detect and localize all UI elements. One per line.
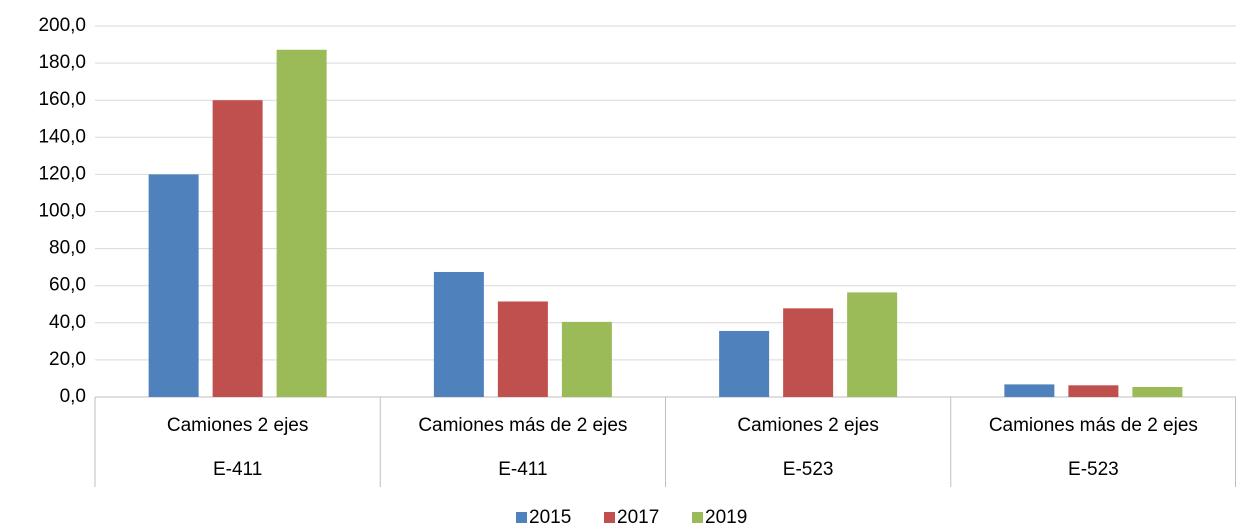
x-tick-label: Camiones 2 ejes bbox=[737, 415, 879, 436]
y-tick-label: 20,0 bbox=[49, 349, 86, 370]
y-tick-label: 200,0 bbox=[38, 15, 86, 36]
bar bbox=[719, 330, 770, 397]
x-group-label: E-523 bbox=[1068, 459, 1119, 480]
x-tick-label: Camiones 2 ejes bbox=[167, 415, 309, 436]
bar bbox=[783, 308, 834, 397]
legend-label: 2015 bbox=[529, 507, 571, 527]
y-tick-label: 180,0 bbox=[38, 52, 86, 73]
bar bbox=[1132, 386, 1183, 397]
bar bbox=[148, 174, 199, 397]
bar bbox=[561, 321, 612, 397]
x-group-label: E-411 bbox=[213, 459, 262, 480]
y-tick-label: 120,0 bbox=[38, 163, 86, 184]
bar bbox=[1068, 385, 1119, 397]
x-tick-label: Camiones más de 2 ejes bbox=[418, 415, 627, 436]
y-tick-label: 60,0 bbox=[49, 275, 86, 296]
legend-swatch bbox=[604, 512, 615, 523]
y-tick-label: 140,0 bbox=[38, 126, 86, 147]
x-group-label: E-411 bbox=[498, 459, 547, 480]
bar bbox=[433, 271, 484, 397]
bar bbox=[276, 49, 327, 398]
x-tick-label: Camiones más de 2 ejes bbox=[989, 415, 1198, 436]
y-tick-label: 100,0 bbox=[38, 201, 86, 222]
legend-label: 2019 bbox=[705, 507, 747, 527]
bar bbox=[212, 100, 263, 397]
y-tick-label: 0,0 bbox=[60, 386, 86, 407]
y-tick-label: 160,0 bbox=[38, 89, 86, 110]
y-tick-label: 80,0 bbox=[49, 238, 86, 259]
bar bbox=[497, 301, 548, 397]
bar bbox=[1004, 384, 1055, 397]
x-group-label: E-523 bbox=[783, 459, 834, 480]
bar bbox=[847, 292, 898, 397]
legend-label: 2017 bbox=[617, 507, 659, 527]
y-tick-label: 40,0 bbox=[49, 312, 86, 333]
legend-swatch bbox=[516, 512, 527, 523]
legend-swatch bbox=[692, 512, 703, 523]
